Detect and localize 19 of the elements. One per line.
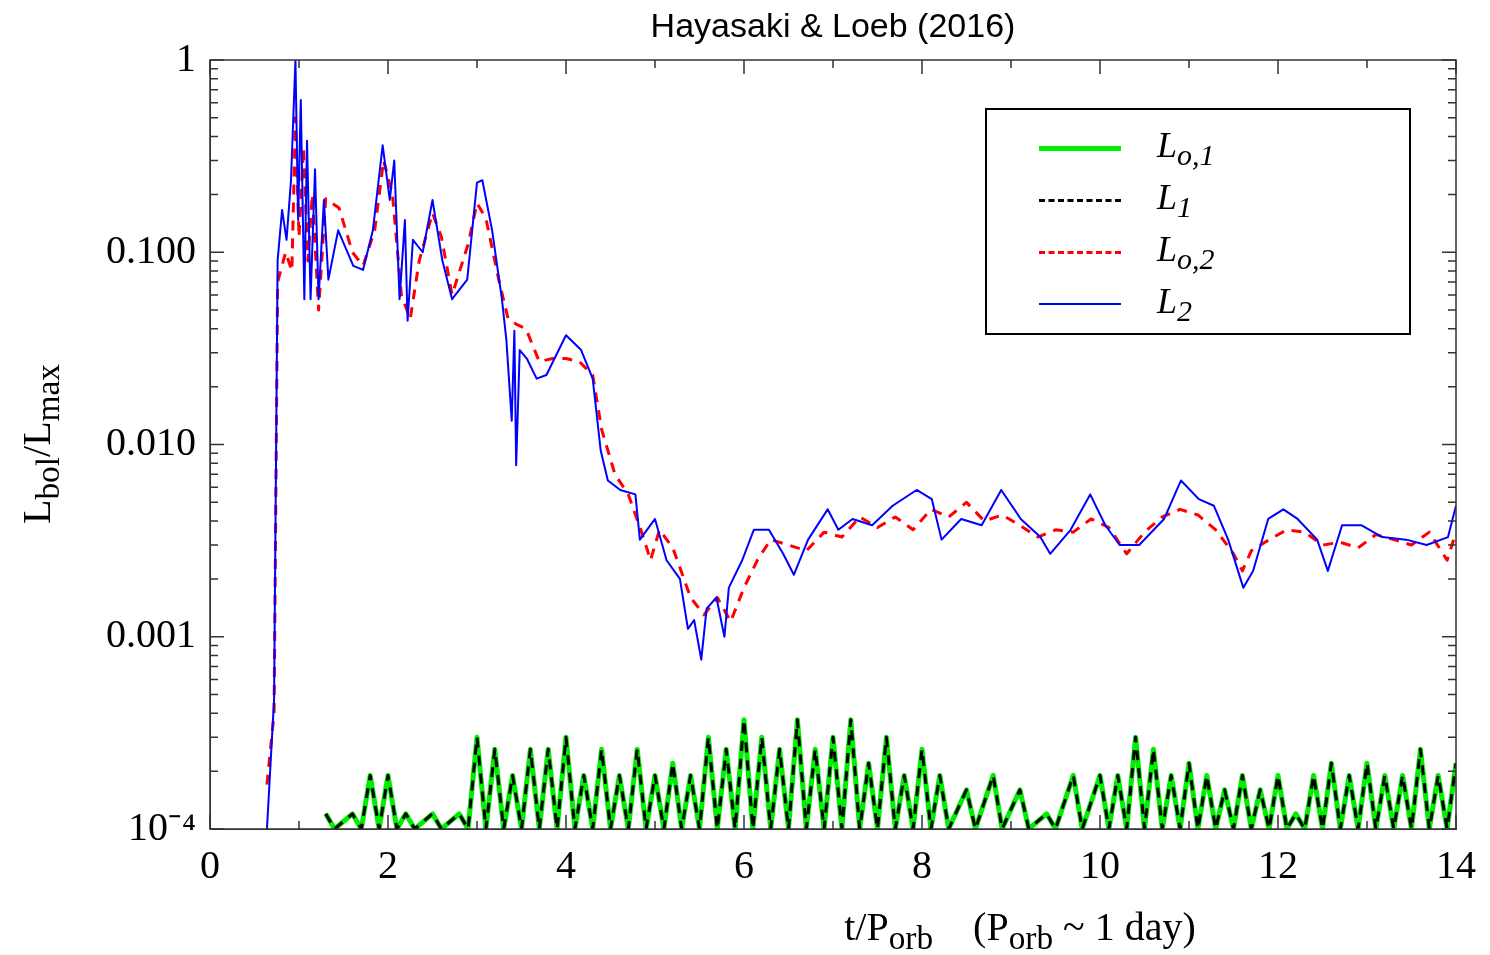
chart-title: Hayasaki & Loeb (2016): [650, 6, 1016, 45]
x-tick-label: 10: [1080, 841, 1120, 887]
x-tick-label: 2: [378, 841, 398, 887]
text: t/P$_{orb}$ (P$_{orb}$ ~ 1 day): [844, 904, 1196, 955]
x-tick-label: 0: [200, 841, 220, 887]
x-tick-label: 6: [734, 841, 754, 887]
x-tick-label: 12: [1258, 841, 1298, 887]
legend-label: L$_{1}$: [1157, 175, 1193, 225]
x-tick-label: 14: [1436, 841, 1476, 887]
y-tick-label: 0.100: [106, 226, 196, 272]
legend-label: L$_{o,2}$: [1157, 227, 1215, 277]
y-tick-label: 0.010: [106, 419, 196, 464]
x-tick-label: 8: [912, 841, 932, 887]
legend-label: L$_{2}$: [1157, 279, 1193, 329]
legend-label: L$_{o,1}$: [1157, 123, 1215, 173]
y-tick-label: 10⁻⁴: [128, 803, 196, 849]
y-tick-label: 0.001: [106, 611, 196, 657]
x-tick-label: 4: [556, 841, 576, 887]
y-tick-label: 1: [176, 34, 196, 80]
